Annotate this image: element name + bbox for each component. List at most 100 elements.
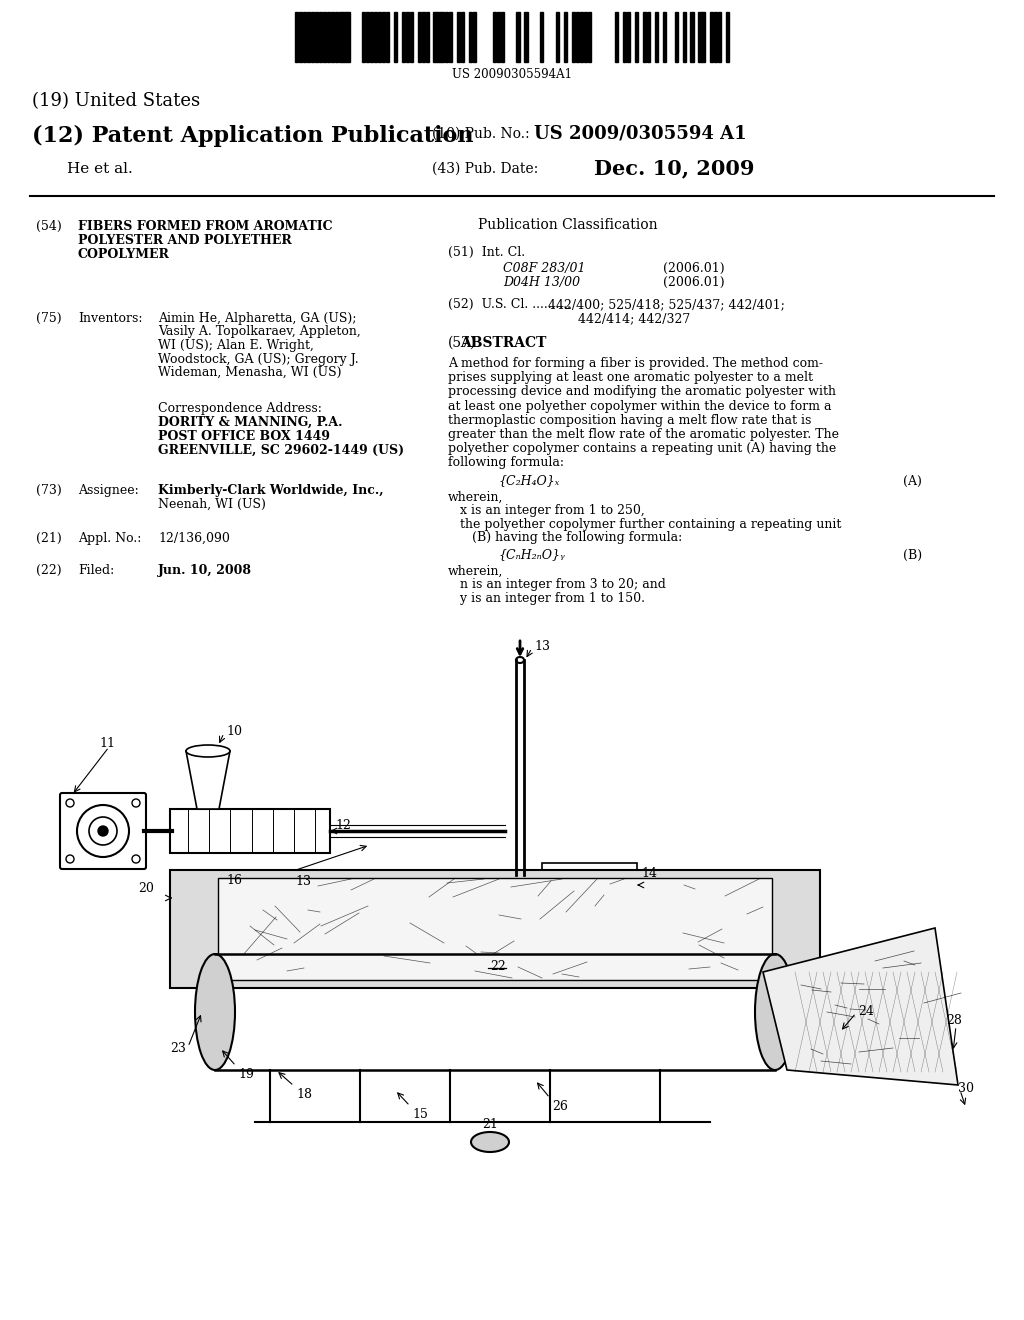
Bar: [497, 12, 500, 62]
Bar: [450, 12, 453, 62]
Text: Vasily A. Topolkaraev, Appleton,: Vasily A. Topolkaraev, Appleton,: [158, 326, 360, 338]
Text: 30: 30: [958, 1082, 974, 1096]
Ellipse shape: [471, 1133, 509, 1152]
Bar: [516, 12, 519, 62]
Bar: [445, 12, 449, 62]
Text: ABSTRACT: ABSTRACT: [460, 337, 546, 350]
Text: (57): (57): [449, 337, 476, 350]
Ellipse shape: [132, 799, 140, 807]
Text: Wideman, Menasha, WI (US): Wideman, Menasha, WI (US): [158, 366, 341, 379]
Text: A method for forming a fiber is provided. The method com-: A method for forming a fiber is provided…: [449, 356, 823, 370]
Bar: [501, 12, 504, 62]
Bar: [542, 863, 637, 942]
Bar: [437, 12, 440, 62]
Polygon shape: [763, 928, 958, 1085]
Text: DORITY & MANNING, P.A.: DORITY & MANNING, P.A.: [158, 416, 342, 429]
Bar: [635, 12, 638, 62]
Text: (2006.01): (2006.01): [663, 276, 725, 289]
Text: polyether copolymer contains a repeating unit (A) having the: polyether copolymer contains a repeating…: [449, 442, 837, 455]
Bar: [493, 12, 496, 62]
Bar: [647, 12, 650, 62]
Text: prises supplying at least one aromatic polyester to a melt: prises supplying at least one aromatic p…: [449, 371, 813, 384]
Text: following formula:: following formula:: [449, 457, 564, 470]
Text: the polyether copolymer further containing a repeating unit: the polyether copolymer further containi…: [449, 517, 842, 531]
Text: y is an integer from 1 to 150.: y is an integer from 1 to 150.: [449, 591, 645, 605]
Text: x is an integer from 1 to 250,: x is an integer from 1 to 250,: [449, 504, 645, 517]
Text: greater than the melt flow rate of the aromatic polyester. The: greater than the melt flow rate of the a…: [449, 428, 839, 441]
Text: processing device and modifying the aromatic polyester with: processing device and modifying the arom…: [449, 385, 836, 399]
Text: US 20090305594A1: US 20090305594A1: [452, 69, 572, 81]
Bar: [314, 12, 317, 62]
Text: wherein,: wherein,: [449, 491, 504, 504]
Text: Inventors:: Inventors:: [78, 312, 142, 325]
Bar: [433, 12, 436, 62]
Bar: [711, 12, 714, 62]
Ellipse shape: [186, 744, 230, 756]
Bar: [170, 870, 820, 987]
Text: 19: 19: [238, 1068, 254, 1081]
Text: POST OFFICE BOX 1449: POST OFFICE BOX 1449: [158, 430, 330, 444]
Text: 20: 20: [138, 882, 154, 895]
Text: (21): (21): [36, 532, 61, 545]
Bar: [327, 12, 330, 62]
Text: C08F 283/01: C08F 283/01: [503, 261, 586, 275]
Text: POLYESTER AND POLYETHER: POLYESTER AND POLYETHER: [78, 234, 292, 247]
Text: 10: 10: [226, 725, 242, 738]
Text: (22): (22): [36, 564, 61, 577]
Bar: [339, 12, 342, 62]
Bar: [422, 12, 425, 62]
Text: (B) having the following formula:: (B) having the following formula:: [449, 531, 682, 544]
Bar: [374, 12, 377, 62]
Ellipse shape: [516, 657, 524, 663]
Text: (52)  U.S. Cl. ..........: (52) U.S. Cl. ..........: [449, 298, 571, 312]
Text: (54): (54): [36, 220, 61, 234]
Text: FIBERS FORMED FROM AROMATIC: FIBERS FORMED FROM AROMATIC: [78, 220, 333, 234]
Text: thermoplastic composition having a melt flow rate that is: thermoplastic composition having a melt …: [449, 413, 811, 426]
Bar: [441, 12, 444, 62]
Bar: [726, 12, 729, 62]
Ellipse shape: [195, 954, 234, 1071]
Bar: [170, 809, 330, 853]
Bar: [370, 12, 374, 62]
Text: (19) United States: (19) United States: [32, 92, 200, 110]
Text: (43) Pub. Date:: (43) Pub. Date:: [432, 162, 539, 176]
Bar: [299, 12, 302, 62]
Bar: [524, 12, 527, 62]
Text: 22: 22: [490, 960, 506, 973]
Text: 14: 14: [641, 867, 657, 880]
Bar: [362, 12, 366, 62]
Text: Correspondence Address:: Correspondence Address:: [158, 403, 322, 414]
Text: (51)  Int. Cl.: (51) Int. Cl.: [449, 246, 525, 259]
Polygon shape: [186, 751, 230, 809]
Ellipse shape: [98, 826, 108, 836]
Bar: [624, 12, 627, 62]
Text: Aimin He, Alpharetta, GA (US);: Aimin He, Alpharetta, GA (US);: [158, 312, 356, 325]
Bar: [683, 12, 686, 62]
Bar: [342, 12, 346, 62]
Text: WI (US); Alan E. Wright,: WI (US); Alan E. Wright,: [158, 339, 314, 352]
Text: 24: 24: [858, 1005, 873, 1018]
Ellipse shape: [77, 805, 129, 857]
Ellipse shape: [89, 817, 117, 845]
Text: (12) Patent Application Publication: (12) Patent Application Publication: [32, 125, 473, 147]
Bar: [556, 12, 559, 62]
Bar: [571, 12, 575, 62]
Bar: [702, 12, 706, 62]
Text: at least one polyether copolymer within the device to form a: at least one polyether copolymer within …: [449, 400, 831, 413]
Bar: [575, 12, 579, 62]
Bar: [426, 12, 429, 62]
Text: Kimberly-Clark Worldwide, Inc.,: Kimberly-Clark Worldwide, Inc.,: [158, 484, 384, 498]
Bar: [218, 878, 772, 979]
Text: (75): (75): [36, 312, 61, 325]
Text: He et al.: He et al.: [67, 162, 133, 176]
Text: Assignee:: Assignee:: [78, 484, 138, 498]
Text: COPOLYMER: COPOLYMER: [78, 248, 170, 261]
Bar: [718, 12, 721, 62]
Text: 21: 21: [482, 1118, 498, 1131]
Text: D04H 13/00: D04H 13/00: [503, 276, 581, 289]
Bar: [311, 12, 314, 62]
Text: 13: 13: [295, 875, 311, 888]
Text: (B): (B): [903, 549, 923, 561]
Text: {C₂H₄O}ₓ: {C₂H₄O}ₓ: [498, 475, 559, 487]
Text: Appl. No.:: Appl. No.:: [78, 532, 141, 545]
